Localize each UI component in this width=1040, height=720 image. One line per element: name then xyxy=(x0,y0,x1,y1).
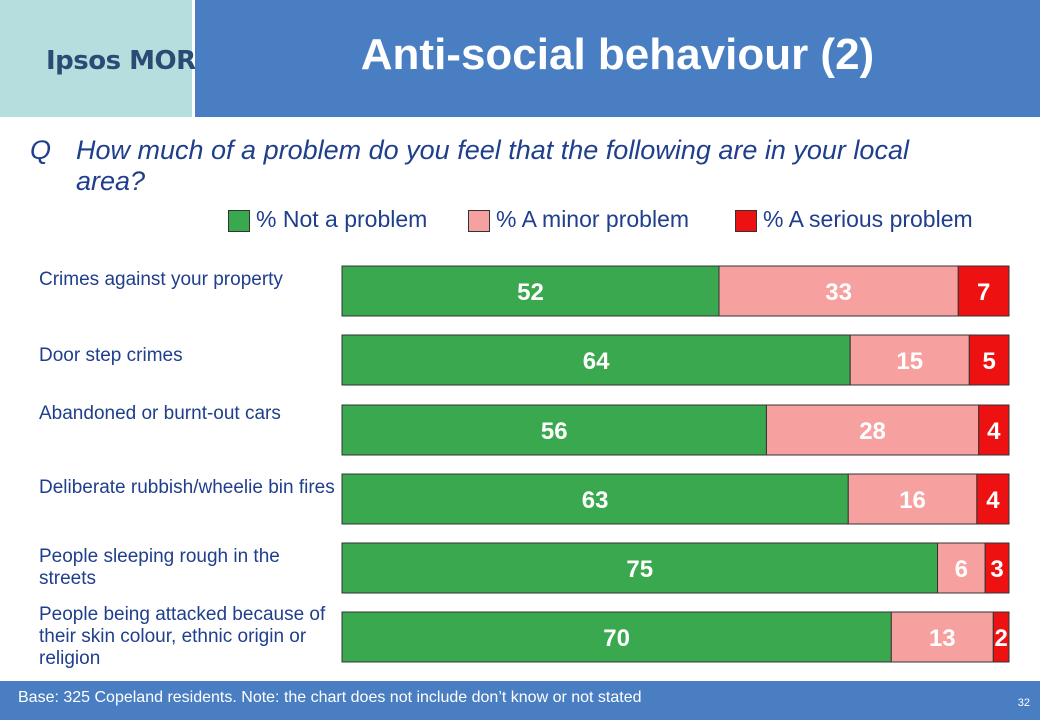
logo-divider xyxy=(192,0,195,117)
bar-segment xyxy=(976,473,1010,525)
question-text: How much of a problem do you feel that t… xyxy=(76,135,909,196)
bar-segment xyxy=(984,542,1010,594)
bar-segment xyxy=(968,334,1010,386)
bar-segment xyxy=(765,404,980,456)
legend-label-2: % A minor problem xyxy=(496,206,690,232)
logo-panel xyxy=(0,0,192,117)
category-label: People being attacked because of their s… xyxy=(39,604,326,669)
bar-segment xyxy=(341,473,849,525)
bar-segment xyxy=(937,542,986,594)
bar-segment xyxy=(978,404,1010,456)
page-number: 32 xyxy=(1017,697,1030,709)
data-label: 6 xyxy=(955,556,968,583)
bar-segment xyxy=(957,265,1010,317)
bar-segment xyxy=(718,265,959,317)
bar-segment xyxy=(890,611,994,663)
data-label: 3 xyxy=(990,556,1003,583)
legend-swatch-3 xyxy=(735,210,757,232)
ipsos-mori-logo: Ipsos MORI xyxy=(46,46,205,76)
category-label: Abandoned or burnt-out cars xyxy=(39,403,281,424)
data-label: 56 xyxy=(541,418,568,445)
data-label: 2 xyxy=(994,625,1007,652)
bar-segment xyxy=(341,334,851,386)
bar-segment xyxy=(341,542,939,594)
bar-segment xyxy=(847,473,978,525)
bar-segment xyxy=(849,334,970,386)
data-label: 70 xyxy=(603,625,630,652)
legend-label-3: % A serious problem xyxy=(763,206,973,232)
data-label: 33 xyxy=(825,279,852,306)
category-label: Crimes against your property xyxy=(39,269,283,290)
data-label: 7 xyxy=(977,279,990,306)
footer-bar xyxy=(0,681,1040,720)
bar-segment xyxy=(341,404,767,456)
data-label: 63 xyxy=(582,487,609,514)
data-label: 13 xyxy=(929,625,956,652)
data-label: 52 xyxy=(517,279,544,306)
page-title: Anti-social behaviour (2) xyxy=(360,30,875,79)
base-note: Base: 325 Copeland residents. Note: the … xyxy=(18,689,642,706)
data-label: 75 xyxy=(626,556,653,583)
legend-label-1: % Not a problem xyxy=(256,206,428,232)
category-label: Deliberate rubbish/wheelie bin fires xyxy=(39,477,335,498)
data-label: 15 xyxy=(896,348,923,375)
data-label: 4 xyxy=(986,487,1000,514)
bar-segment xyxy=(341,611,892,663)
data-label: 4 xyxy=(987,418,1001,445)
legend-swatch-1 xyxy=(228,210,250,232)
category-label: Door step crimes xyxy=(39,345,183,366)
data-label: 16 xyxy=(899,487,926,514)
legend-swatch-2 xyxy=(468,210,490,232)
bar-segment xyxy=(341,265,720,317)
title-bar xyxy=(195,0,1040,117)
question-prefix: Q xyxy=(30,135,52,165)
category-label: People sleeping rough in the streets xyxy=(39,546,280,589)
data-label: 64 xyxy=(583,348,610,375)
data-label: 28 xyxy=(859,418,886,445)
data-label: 5 xyxy=(982,348,995,375)
bar-segment xyxy=(992,611,1010,663)
